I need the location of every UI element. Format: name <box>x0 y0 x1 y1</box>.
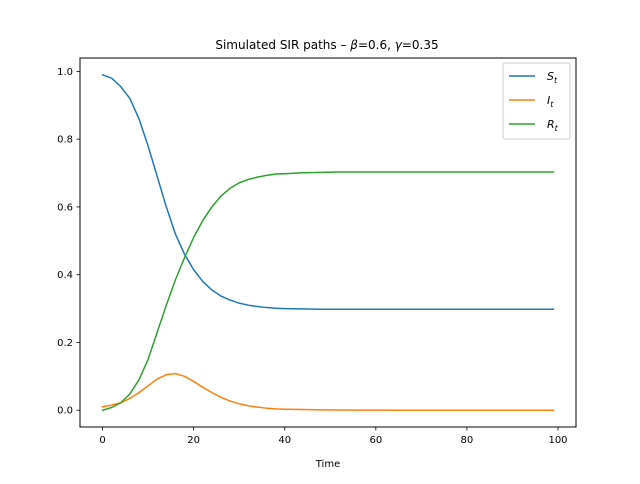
plot-frame <box>79 57 577 428</box>
series-line-i <box>101 372 555 411</box>
legend-box <box>502 62 571 140</box>
legend-label-s: St <box>547 70 558 85</box>
x-axis-label: Time <box>315 459 340 470</box>
y-axis-ticks: 0.0 0.2 0.4 0.6 0.8 1.0 <box>57 67 80 417</box>
title-prefix: Simulated SIR paths – <box>215 38 350 52</box>
y-tick-label: 0.4 <box>57 270 73 281</box>
series-line-s <box>101 73 555 310</box>
x-axis-ticks: 0 20 40 60 80 100 <box>99 427 568 446</box>
title-gamma-value: =0.35 <box>402 38 439 52</box>
series-line-r <box>101 171 555 412</box>
x-tick-label: 80 <box>461 435 474 446</box>
y-tick-label: 0.0 <box>57 406 73 417</box>
plot-lines <box>101 73 555 412</box>
legend-label-i: It <box>547 94 554 109</box>
x-tick-label: 0 <box>99 435 105 446</box>
chart-title: Simulated SIR paths – β=0.6, γ=0.35 <box>215 38 438 52</box>
x-tick-label: 20 <box>187 435 200 446</box>
x-tick-label: 60 <box>369 435 382 446</box>
y-tick-label: 0.2 <box>57 338 73 349</box>
title-beta-value: =0.6, <box>358 38 395 52</box>
legend: St It Rt <box>502 62 571 140</box>
y-tick-label: 1.0 <box>57 67 73 78</box>
y-tick-label: 0.6 <box>57 202 73 213</box>
title-beta-symbol: β <box>349 38 358 52</box>
x-tick-label: 40 <box>278 435 291 446</box>
y-tick-label: 0.8 <box>57 135 73 146</box>
title-gamma-symbol: γ <box>395 38 403 52</box>
legend-label-r: Rt <box>547 118 559 133</box>
x-tick-label: 100 <box>548 435 567 446</box>
